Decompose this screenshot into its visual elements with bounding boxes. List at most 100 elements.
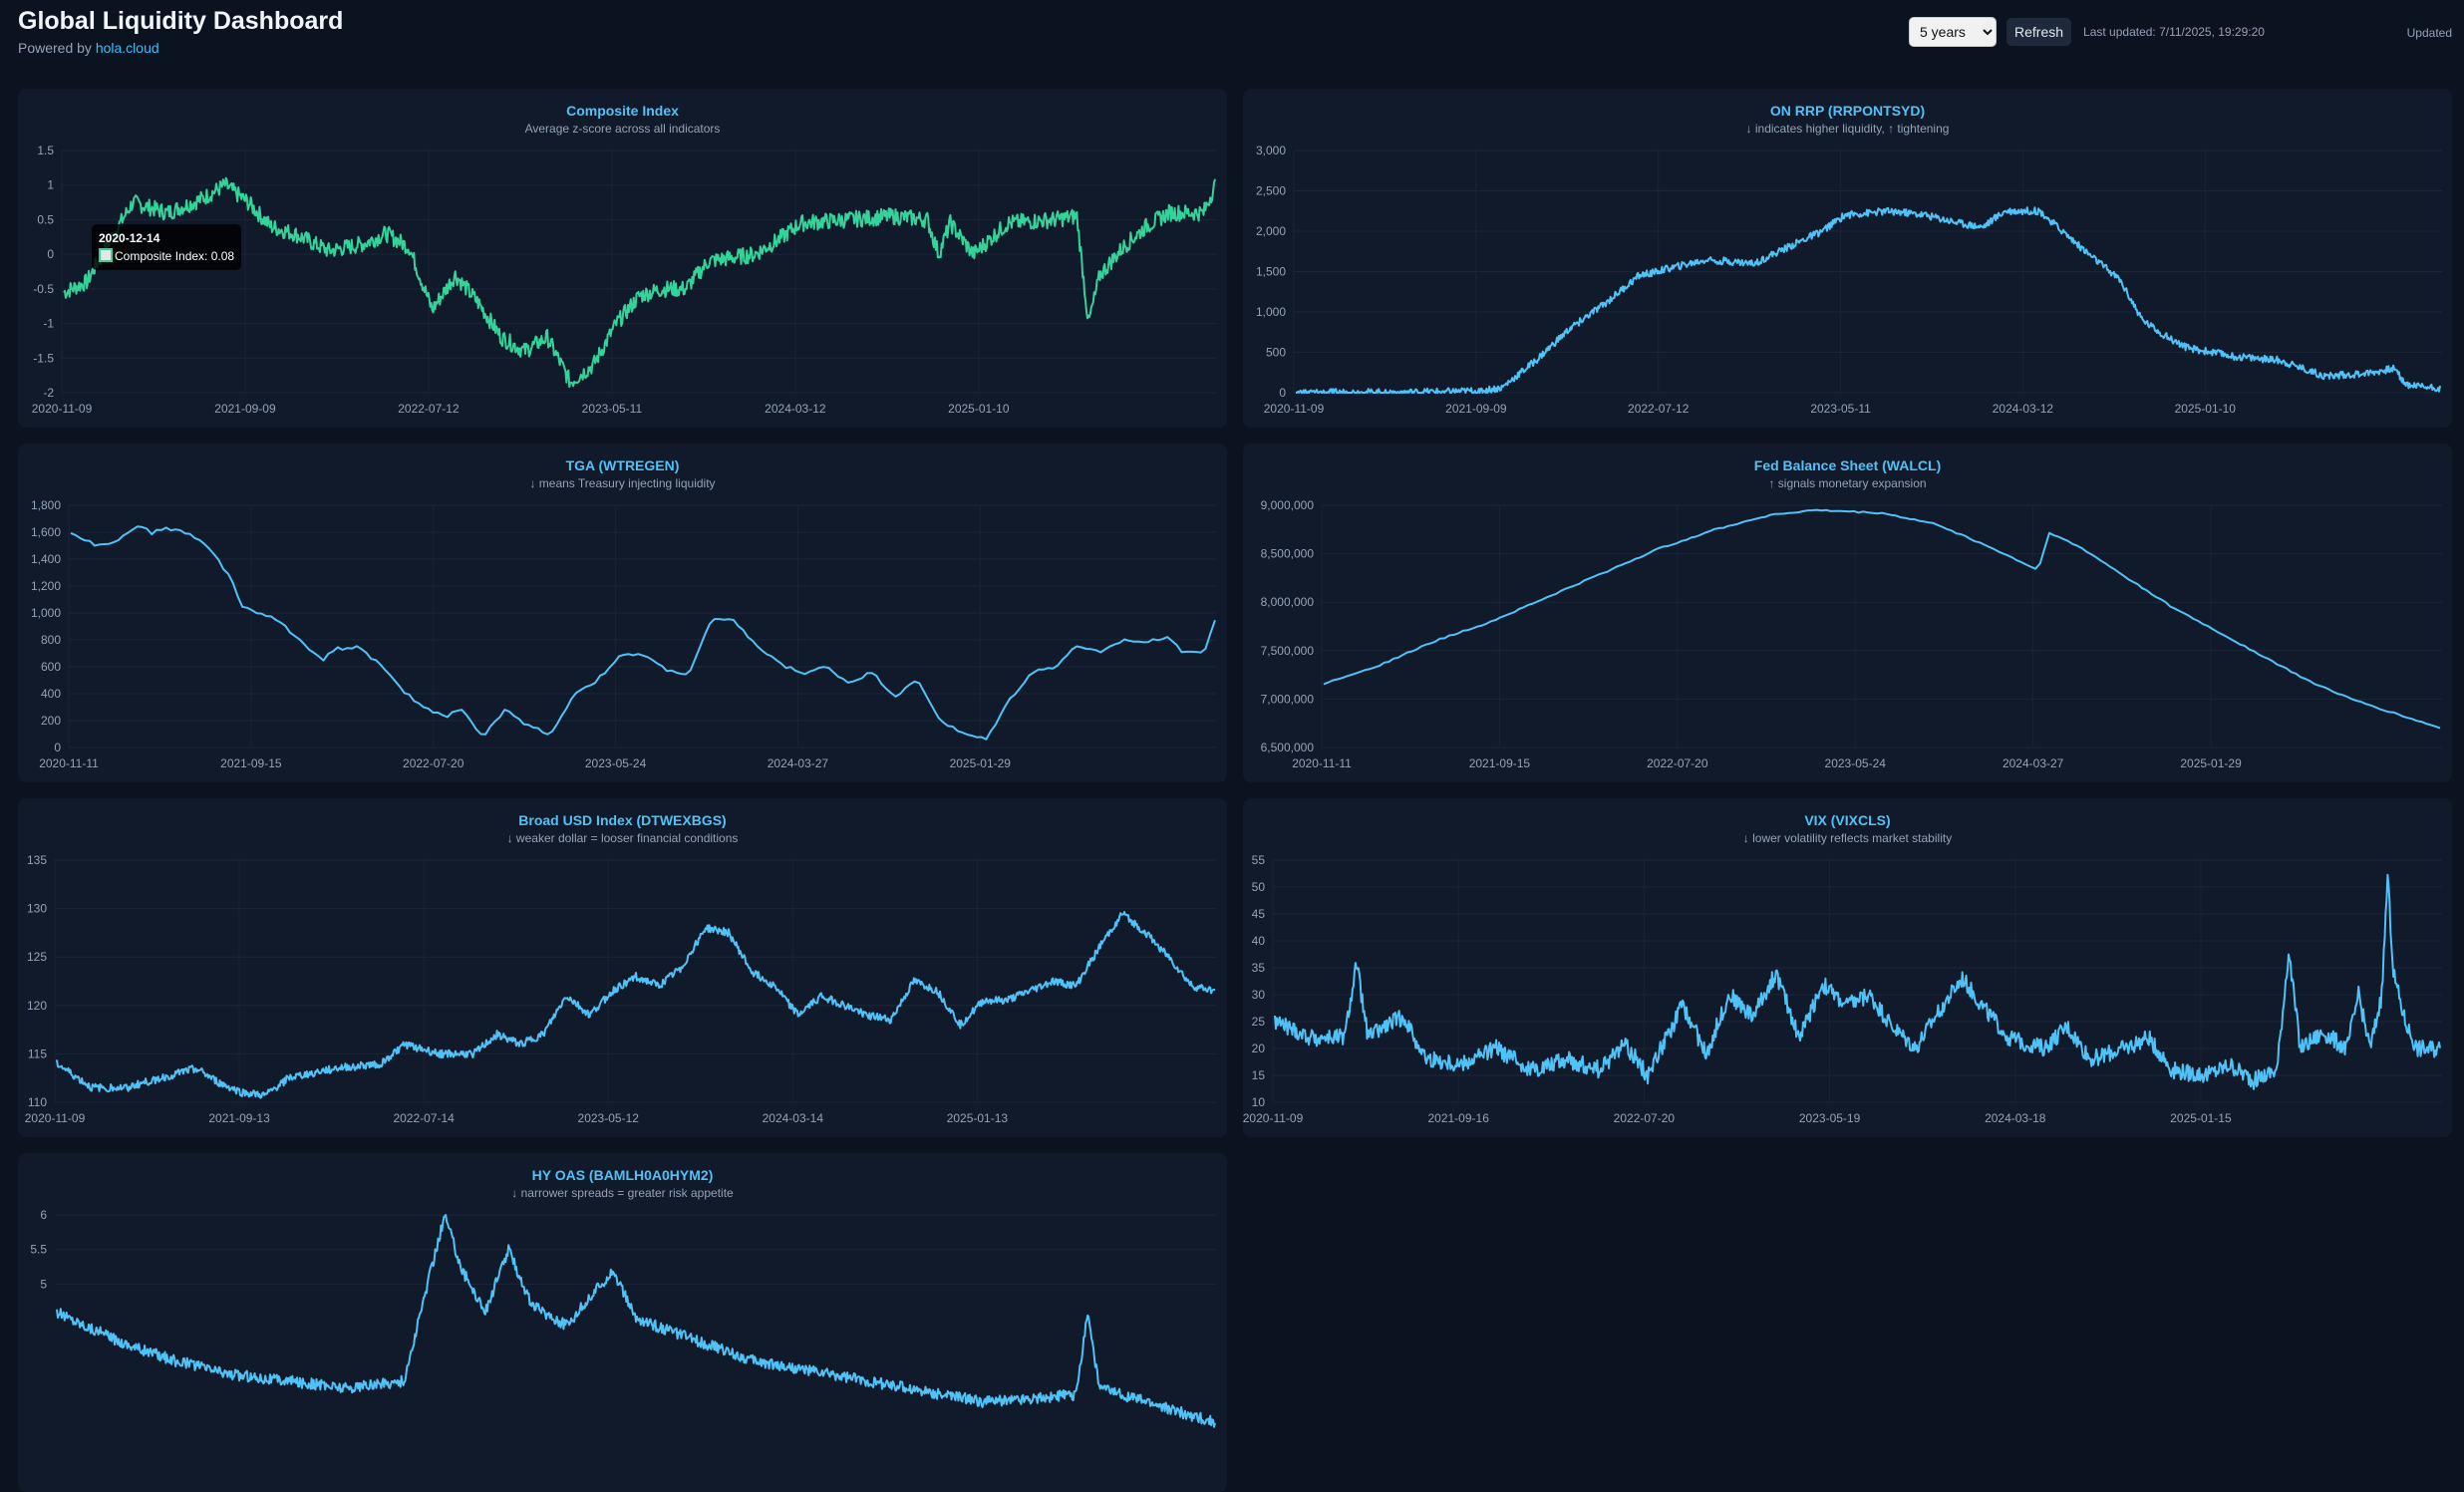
chart-svg: 135 130 125 120 115 110 2020-11-09 2021-09-13 20… [25, 853, 1217, 1125]
y-tick-label: 6,500,000 [1261, 741, 1315, 754]
y-tick-label: 800 [41, 633, 61, 647]
x-tick-label: 2022-07-14 [393, 1111, 455, 1125]
x-tick-label: 2021-09-15 [220, 756, 282, 770]
y-tick-label: 120 [27, 999, 47, 1013]
chart-card-onrrp: 3,000 2,500 2,000 1,500 1,000 500 0 2020-11-09 2… [1243, 89, 2452, 428]
y-tick-label: 135 [27, 853, 47, 867]
y-tick-label: 8,000,000 [1261, 595, 1315, 609]
tooltip-row: Composite Index: 0.08 [99, 247, 234, 265]
y-tick-label: 7,000,000 [1261, 692, 1315, 706]
y-tick-label: 6 [40, 1208, 47, 1222]
y-tick-label: 20 [1252, 1042, 1266, 1055]
series-line-usd [56, 911, 1216, 1099]
chart-svg: 1,800 1,600 1,400 1,200 1,000 800 600 400 200 0 20… [31, 498, 1217, 770]
y-tick-label: 0.5 [37, 212, 54, 226]
chart-title: ON RRP (RRPONTSYD) [1769, 103, 1926, 119]
x-tick-label: 2025-01-13 [947, 1111, 1009, 1125]
x-tick-label: 2020-11-09 [1243, 1111, 1304, 1125]
x-tick-label: 2025-01-29 [2180, 756, 2242, 770]
y-tick-label: 115 [28, 1046, 47, 1060]
y-tick-label: 1,500 [1256, 265, 1286, 279]
x-tick-label: 2021-09-13 [208, 1111, 270, 1125]
chart-subtitle: ↓ indicates higher liquidity, ↑ tighteni… [1745, 122, 1950, 136]
y-tick-label: 600 [41, 660, 61, 674]
x-tick-label: 2024-03-12 [765, 402, 826, 416]
x-tick-label: 2022-07-20 [1647, 756, 1708, 770]
y-tick-label: 110 [28, 1095, 47, 1109]
y-tick-label: 45 [1252, 907, 1266, 921]
y-tick-label: 9,000,000 [1261, 498, 1315, 512]
last-updated: Last updated: 7/11/2025, 19:29:20 [2083, 25, 2265, 39]
chart-title: VIX (VIXCLS) [1804, 812, 1891, 828]
chart-subtitle: ↑ signals monetary expansion [1768, 476, 1927, 490]
page-title: Global Liquidity Dashboard [18, 7, 344, 35]
chart-title: HY OAS (BAMLH0A0HYM2) [531, 1167, 714, 1183]
chart-grid: 1.5 1 0.5 0 -0.5 -1 -1.5 -2 2020-11-09 2021-09-09… [18, 89, 2452, 1492]
y-tick-label: 5.5 [30, 1243, 47, 1257]
x-tick-label: 2020-11-11 [1292, 756, 1352, 770]
y-tick-label: 1,000 [1256, 305, 1286, 319]
y-tick-label: 1,400 [31, 552, 61, 566]
x-tick-label: 2021-09-16 [1427, 1111, 1489, 1125]
y-tick-label: 25 [1252, 1015, 1266, 1029]
x-tick-label: 2021-09-09 [214, 402, 276, 416]
chart-tooltip: 2020-12-14 Composite Index: 0.08 [92, 224, 242, 270]
x-tick-label: 2024-03-12 [1993, 402, 2054, 416]
chart-svg: 65.55 [30, 1208, 1217, 1428]
y-tick-label: 1,800 [31, 498, 61, 512]
chart-title: TGA (WTREGEN) [565, 457, 680, 473]
series-line-onrrp [1296, 206, 2441, 394]
y-tick-label: -1.5 [33, 351, 54, 365]
y-tick-label: 200 [41, 714, 61, 728]
x-tick-label: 2020-11-09 [1264, 402, 1325, 416]
x-tick-label: 2023-05-24 [585, 756, 647, 770]
hola-cloud-link[interactable]: hola.cloud [95, 40, 159, 56]
x-tick-label: 2021-09-09 [1445, 402, 1507, 416]
y-tick-label: 8,500,000 [1261, 547, 1315, 561]
y-tick-label: 30 [1252, 988, 1266, 1002]
chart-title: Composite Index [566, 103, 679, 119]
y-tick-label: 130 [27, 902, 47, 916]
controls-bar: 5 years Refresh Last updated: 7/11/2025,… [1909, 17, 2265, 47]
series-line-tga [70, 525, 1216, 741]
y-tick-label: 35 [1252, 961, 1266, 975]
x-tick-label: 2023-05-11 [582, 402, 643, 416]
x-tick-label: 2025-01-15 [2170, 1111, 2232, 1125]
tooltip-date: 2020-12-14 [99, 231, 160, 245]
chart-subtitle: ↓ weaker dollar = looser financial condi… [506, 831, 739, 845]
y-tick-label: 40 [1252, 934, 1266, 948]
y-tick-label: 50 [1252, 880, 1266, 894]
page-header: Global Liquidity Dashboard Powered by ho… [18, 8, 343, 56]
x-tick-label: 2022-07-12 [1628, 402, 1690, 416]
refresh-button[interactable]: Refresh [2006, 18, 2072, 46]
x-tick-label: 2024-03-14 [763, 1111, 824, 1125]
y-tick-label: 500 [1266, 346, 1286, 360]
series-line-walcl [1323, 508, 2441, 730]
chart-svg: 9,000,000 8,500,000 8,000,000 7,500,000 7,00… [1261, 498, 2442, 770]
powered-by: Powered by hola.cloud [18, 40, 343, 56]
y-tick-label: 125 [27, 950, 47, 964]
x-tick-label: 2024-03-27 [2002, 756, 2064, 770]
x-tick-label: 2022-07-20 [1614, 1111, 1676, 1125]
chart-card-hyoas: 6 5.5 5 HY OAS (BAMLH0A0HYM2) ↓ narrower s… [18, 1153, 1227, 1492]
time-range-select[interactable]: 5 years [1909, 17, 1997, 47]
y-tick-label: 10 [1252, 1095, 1266, 1109]
y-tick-label: 2,500 [1256, 184, 1286, 198]
series-line-hyoas [56, 1214, 1216, 1428]
x-tick-label: 2025-01-10 [948, 402, 1010, 416]
y-tick-label: 0 [1279, 386, 1286, 400]
chart-card-vix: 55 50 45 40 35 30 25 20 15 10 2020-11-09 2021-09-16… [1243, 798, 2452, 1137]
x-tick-label: 2024-03-27 [768, 756, 829, 770]
chart-card-walcl: 9,000,000 8,500,000 8,000,000 7,500,000 7,00… [1243, 444, 2452, 782]
y-tick-label: 1,200 [31, 579, 61, 593]
y-tick-label: 1,000 [31, 606, 61, 620]
chart-title: Fed Balance Sheet (WALCL) [1753, 457, 1942, 473]
x-tick-label: 2022-07-20 [403, 756, 464, 770]
y-tick-label: 1.5 [37, 144, 54, 157]
update-status: Updated [2406, 26, 2452, 40]
chart-card-tga: 1,800 1,600 1,400 1,200 1,000 800 600 400 200 0 20… [18, 444, 1227, 782]
y-tick-label: 1,600 [31, 525, 61, 539]
legend-swatch-icon [99, 248, 113, 262]
x-tick-label: 2020-11-09 [32, 402, 93, 416]
series-line-vix [1274, 873, 2441, 1090]
